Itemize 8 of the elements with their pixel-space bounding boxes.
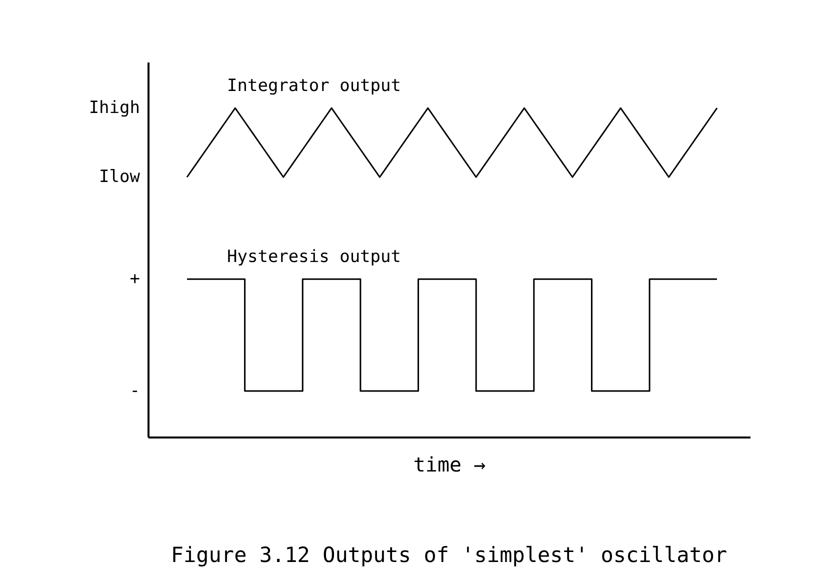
text: Figure 3.12 Outputs of 'simplest' oscillator	[170, 543, 728, 567]
text: +	[130, 269, 140, 290]
text: -	[130, 380, 140, 401]
text: Ihigh	[88, 98, 140, 118]
text: Ilow	[99, 167, 141, 188]
x-axis-title: time →	[413, 452, 486, 476]
series-label: Integrator output	[227, 76, 401, 96]
series-label: Hysteresis output	[227, 247, 401, 268]
